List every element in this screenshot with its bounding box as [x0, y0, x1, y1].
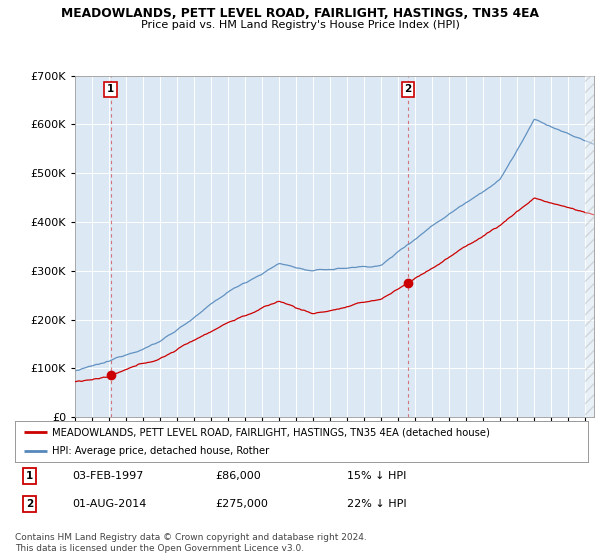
Text: 2: 2 [404, 84, 412, 94]
Text: 1: 1 [107, 84, 114, 94]
Text: HPI: Average price, detached house, Rother: HPI: Average price, detached house, Roth… [52, 446, 269, 456]
Text: MEADOWLANDS, PETT LEVEL ROAD, FAIRLIGHT, HASTINGS, TN35 4EA (detached house): MEADOWLANDS, PETT LEVEL ROAD, FAIRLIGHT,… [52, 427, 490, 437]
Text: 1: 1 [26, 472, 33, 482]
Text: Price paid vs. HM Land Registry's House Price Index (HPI): Price paid vs. HM Land Registry's House … [140, 20, 460, 30]
Text: 22% ↓ HPI: 22% ↓ HPI [347, 499, 407, 509]
Text: 15% ↓ HPI: 15% ↓ HPI [347, 472, 407, 482]
Text: MEADOWLANDS, PETT LEVEL ROAD, FAIRLIGHT, HASTINGS, TN35 4EA: MEADOWLANDS, PETT LEVEL ROAD, FAIRLIGHT,… [61, 7, 539, 20]
Text: 01-AUG-2014: 01-AUG-2014 [73, 499, 146, 509]
Text: 03-FEB-1997: 03-FEB-1997 [73, 472, 143, 482]
Text: £275,000: £275,000 [215, 499, 268, 509]
Text: £86,000: £86,000 [215, 472, 261, 482]
Text: Contains HM Land Registry data © Crown copyright and database right 2024.
This d: Contains HM Land Registry data © Crown c… [15, 533, 367, 553]
Text: 2: 2 [26, 499, 33, 509]
